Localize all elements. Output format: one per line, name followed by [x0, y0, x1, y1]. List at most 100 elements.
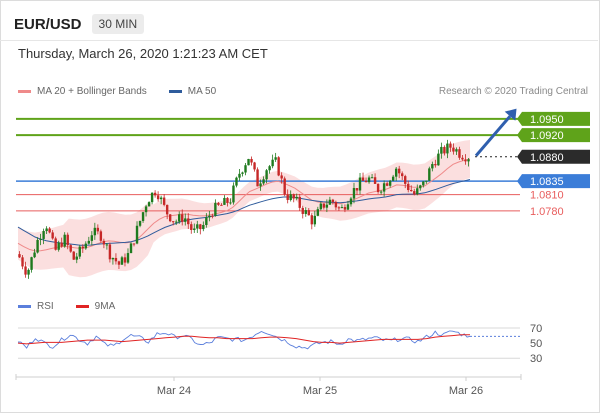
candle-down: [280, 175, 283, 179]
candle-down: [452, 147, 455, 152]
candle-up: [30, 257, 33, 270]
timeframe-badge[interactable]: 30 MIN: [91, 14, 145, 34]
candle-up: [295, 196, 298, 199]
candle-down: [226, 197, 229, 203]
candle-down: [343, 207, 347, 210]
level-label-4: 1.0810: [530, 190, 564, 202]
chart-datetime: Thursday, March 26, 2020 1:21:23 AM CET: [18, 46, 268, 61]
candle-down: [376, 183, 380, 192]
candle-up: [138, 220, 142, 226]
candle-up: [202, 224, 205, 230]
candle-up: [416, 188, 419, 195]
candle-down: [114, 257, 118, 262]
bollinger-bands: [18, 140, 470, 278]
level-tag-0: [517, 111, 590, 126]
level-label-5: 1.0780: [530, 206, 564, 218]
candle-down: [162, 197, 166, 205]
candle-down: [54, 238, 57, 250]
candle-down: [81, 246, 84, 249]
legend-ma50-label: MA 50: [187, 86, 217, 97]
candle-up: [259, 183, 262, 187]
candle-up: [235, 177, 238, 186]
candle-up: [352, 188, 356, 199]
time-axis-label: Mar 26: [449, 385, 483, 397]
candle-up: [431, 164, 434, 169]
candle-up: [455, 149, 458, 152]
candle-down: [298, 196, 301, 208]
candle-up: [84, 243, 87, 249]
candle-down: [413, 191, 416, 195]
candle-up: [238, 173, 241, 178]
level-tag-2: [517, 149, 590, 164]
candle-down: [253, 162, 256, 170]
candle-up: [271, 159, 274, 167]
candle-up: [346, 204, 350, 210]
candle-up: [274, 157, 277, 160]
candle-up: [75, 256, 78, 260]
time-axis-label: Mar 24: [157, 385, 191, 397]
rsi-tick-label: 50: [530, 338, 542, 350]
candle-down: [123, 257, 127, 263]
candle-up: [144, 206, 148, 213]
candle-up: [328, 199, 332, 205]
candle-down: [66, 234, 69, 246]
candle-up: [437, 153, 440, 166]
candle-up: [178, 214, 181, 222]
candle-up: [370, 177, 374, 179]
candle-down: [165, 204, 169, 215]
candle-down: [117, 261, 121, 265]
candle-down: [337, 207, 341, 209]
forecast-arrow-shaft: [474, 115, 512, 157]
forecast-arrow: [474, 108, 517, 157]
candle-up: [446, 143, 449, 154]
legend-ma50-swatch: [168, 90, 182, 93]
candle-up: [247, 158, 250, 166]
candle-up: [126, 253, 130, 263]
rsi-line: [17, 330, 471, 350]
candle-down: [132, 243, 136, 245]
candle-up: [391, 176, 395, 181]
candle-down: [310, 215, 313, 225]
candle-up: [313, 215, 317, 225]
candle-down: [108, 244, 112, 260]
candle-up: [232, 185, 235, 203]
candle-up: [262, 179, 265, 184]
candle-down: [307, 210, 310, 216]
candle-up: [304, 210, 307, 214]
moving-averages: [17, 158, 471, 252]
candle-up: [382, 183, 386, 192]
candle-up: [135, 225, 139, 244]
research-credit: Research © 2020 Trading Central: [438, 86, 588, 97]
candle-down: [292, 194, 295, 199]
header-divider: [0, 40, 598, 41]
candle-up: [78, 246, 81, 257]
candle-down: [322, 203, 326, 208]
candle-up: [193, 228, 196, 230]
chart-header: EUR/USD 30 MIN: [14, 13, 145, 35]
candle-up: [265, 170, 268, 180]
candle-down: [171, 221, 175, 223]
candle-up: [90, 235, 94, 241]
candle-down: [410, 190, 413, 192]
candle-down: [256, 169, 259, 187]
forecast-arrow-head: [504, 108, 517, 121]
candle-up: [388, 180, 392, 186]
candle-up: [319, 203, 323, 210]
candle-up: [394, 168, 398, 177]
candle-up: [150, 192, 154, 203]
level-label-0: 1.0950: [530, 114, 564, 126]
candle-down: [24, 266, 27, 275]
candle-up: [358, 177, 362, 191]
candle-down: [60, 242, 63, 247]
time-axis-label: Mar 25: [303, 385, 337, 397]
candle-up: [223, 197, 226, 205]
candle-up: [27, 269, 30, 275]
candle-down: [464, 159, 467, 162]
candle-down: [385, 183, 389, 186]
level-label-1: 1.0920: [530, 130, 564, 142]
candle-up: [105, 244, 109, 246]
candle-up: [129, 243, 133, 254]
candle-down: [187, 218, 190, 225]
legend-9ma-label: 9MA: [94, 301, 116, 312]
